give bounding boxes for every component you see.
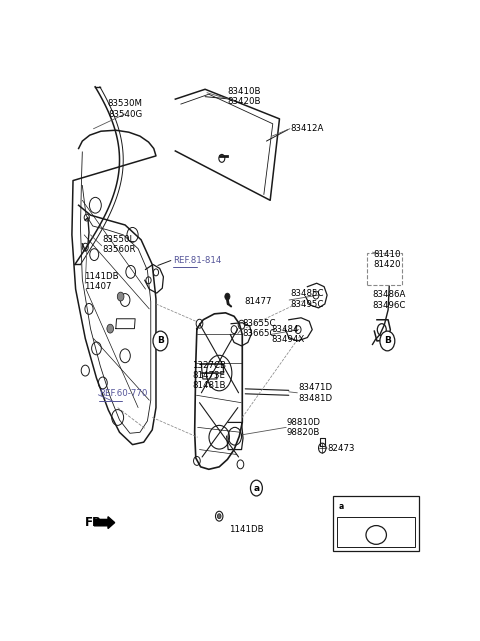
Text: 1141DB
11407: 1141DB 11407	[84, 272, 119, 292]
Circle shape	[107, 324, 114, 333]
Text: FR.: FR.	[85, 515, 108, 529]
Text: 83550L
83560R: 83550L 83560R	[103, 235, 136, 254]
Text: 1141DB: 1141DB	[228, 525, 264, 534]
Circle shape	[380, 331, 395, 351]
Text: REF.81-814: REF.81-814	[173, 256, 222, 265]
Text: 83412A: 83412A	[290, 124, 324, 133]
Text: 83484
83494X: 83484 83494X	[271, 325, 304, 344]
Text: 81410
81420: 81410 81420	[373, 250, 401, 269]
Text: B: B	[384, 337, 391, 345]
Bar	[367, 253, 402, 285]
Text: 81477: 81477	[244, 297, 272, 306]
Text: REF.60-770: REF.60-770	[99, 389, 147, 398]
Text: a: a	[253, 483, 260, 492]
Circle shape	[117, 292, 124, 301]
Circle shape	[251, 480, 263, 496]
Circle shape	[337, 500, 347, 513]
Text: 98810D
98820B: 98810D 98820B	[287, 418, 321, 437]
FancyArrow shape	[94, 517, 115, 529]
Circle shape	[225, 293, 230, 300]
Text: B: B	[157, 337, 164, 345]
Bar	[337, 517, 415, 547]
Circle shape	[153, 331, 168, 351]
Text: 82473: 82473	[328, 444, 355, 453]
Circle shape	[217, 513, 221, 519]
Text: 83410B
83420B: 83410B 83420B	[228, 87, 261, 106]
Text: 83471D
83481D: 83471D 83481D	[298, 383, 332, 403]
Text: 1327CB
81473E
81481B: 1327CB 81473E 81481B	[192, 361, 226, 390]
Text: REF.60-770: REF.60-770	[99, 389, 147, 398]
Text: 83486A
83496C: 83486A 83496C	[372, 290, 406, 310]
Text: REF.81-814: REF.81-814	[173, 256, 222, 265]
Text: 83485C
83495C: 83485C 83495C	[290, 289, 324, 309]
Text: 1731JE: 1731JE	[362, 502, 394, 511]
Bar	[334, 496, 419, 551]
Text: a: a	[339, 502, 344, 511]
Text: 83655C
83665C: 83655C 83665C	[242, 319, 276, 338]
Text: 83530M
83540G: 83530M 83540G	[108, 99, 143, 119]
